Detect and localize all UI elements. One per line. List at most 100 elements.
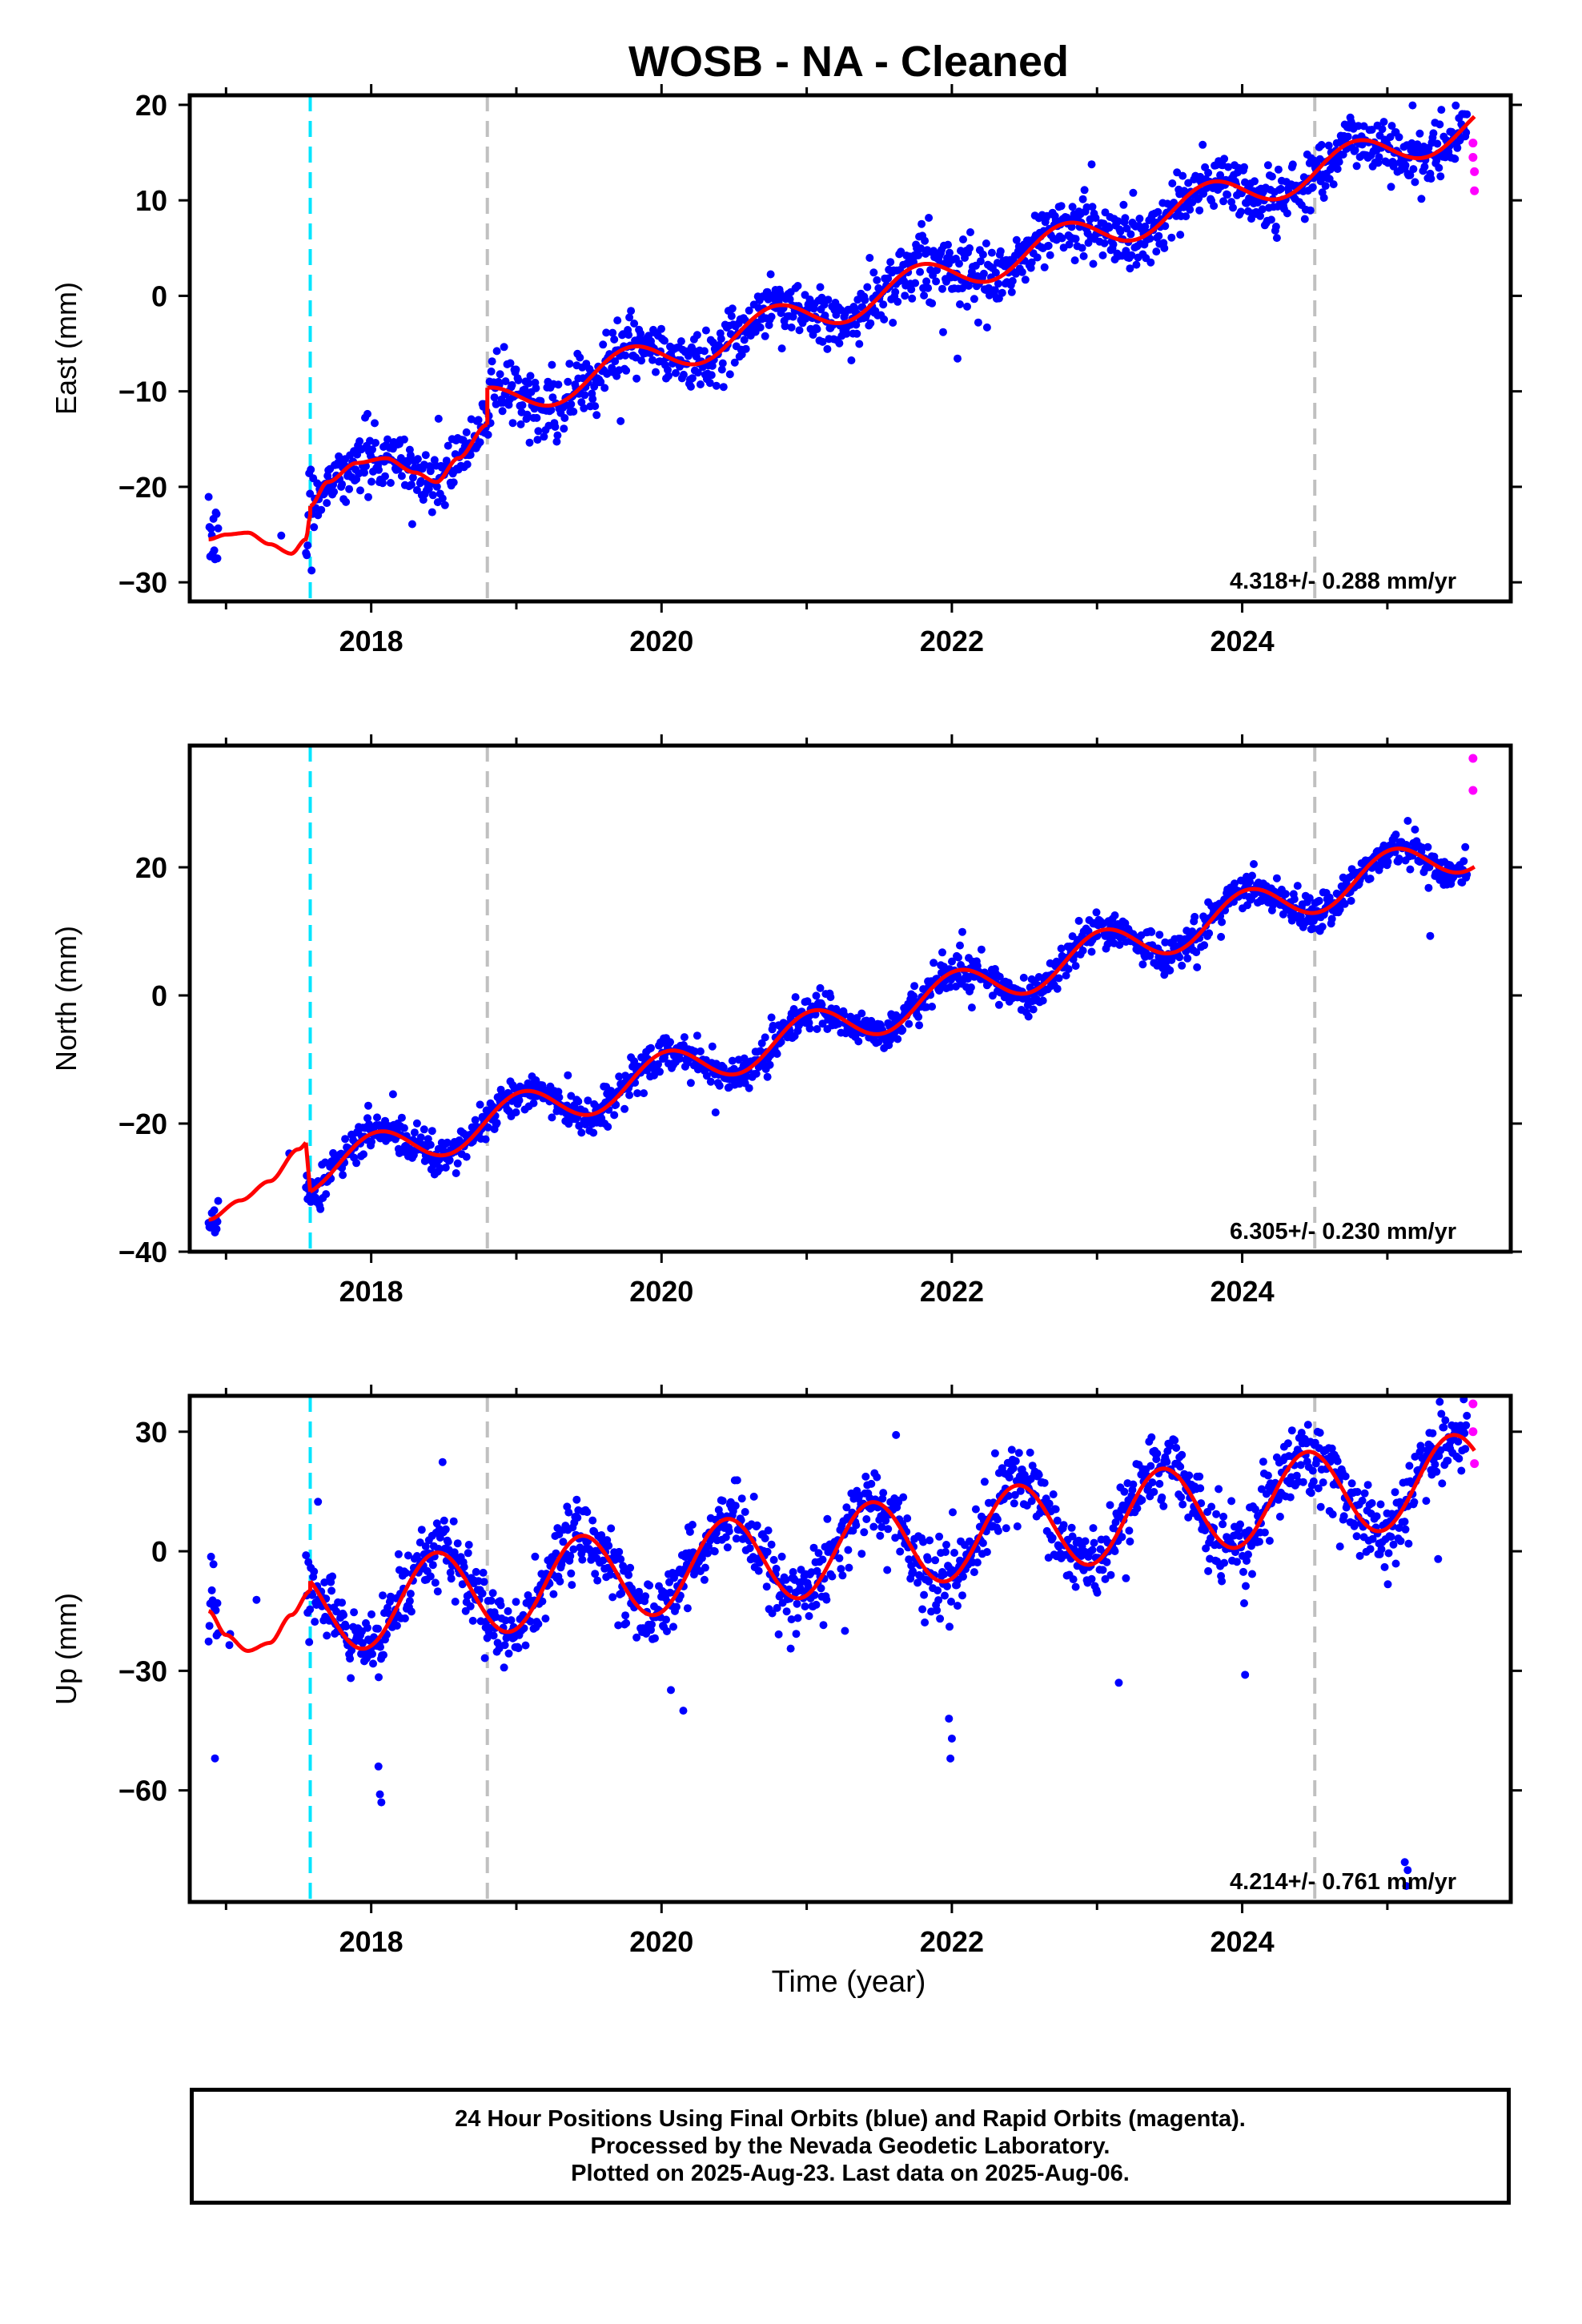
final-orbit-point — [1223, 191, 1232, 199]
y-axis-label: East (mm) — [50, 282, 82, 415]
final-orbit-point — [483, 1634, 492, 1642]
final-orbit-point — [327, 1586, 336, 1595]
final-orbit-point — [489, 1631, 498, 1640]
final-orbit-point — [1463, 1411, 1472, 1420]
final-orbit-point — [1267, 215, 1275, 224]
final-orbit-point — [525, 438, 534, 447]
final-orbit-point — [1352, 1532, 1361, 1541]
final-orbit-point — [338, 1598, 347, 1607]
final-orbit-point — [662, 1615, 670, 1624]
final-orbit-point — [381, 472, 389, 480]
final-orbit-point — [408, 520, 416, 529]
final-orbit-point — [1018, 267, 1026, 276]
final-orbit-point — [492, 347, 501, 356]
final-orbit-point — [1176, 231, 1185, 239]
final-orbit-point — [1220, 1558, 1229, 1567]
final-orbit-point — [789, 1568, 797, 1576]
final-orbit-point — [1088, 1546, 1097, 1554]
final-orbit-point — [568, 1581, 576, 1590]
final-orbit-point — [347, 1674, 355, 1683]
final-orbit-point — [476, 438, 484, 447]
final-orbit-point — [753, 1521, 761, 1530]
final-orbit-point — [745, 1084, 753, 1092]
final-orbit-outlier — [1403, 1866, 1412, 1875]
final-orbit-point — [1147, 1433, 1156, 1441]
final-orbit-point — [1333, 1457, 1342, 1466]
final-orbit-point — [869, 1522, 878, 1531]
final-orbit-point — [360, 468, 368, 477]
final-orbit-point — [323, 499, 331, 508]
final-orbit-point — [1308, 1466, 1317, 1475]
final-orbit-point — [711, 1108, 720, 1117]
final-orbit-point — [954, 953, 962, 962]
final-orbit-point — [1283, 1439, 1292, 1448]
final-orbit-point — [944, 240, 952, 249]
final-orbit-point — [416, 1538, 424, 1547]
final-orbit-point — [552, 1549, 560, 1558]
final-orbit-point — [205, 1622, 214, 1630]
final-orbit-point — [352, 1159, 361, 1168]
final-orbit-point — [374, 1624, 382, 1633]
final-orbit-point — [613, 316, 622, 325]
final-orbit-point — [1462, 128, 1471, 137]
final-orbit-point — [625, 1091, 634, 1100]
final-orbit-point — [1433, 139, 1442, 148]
final-orbit-point — [915, 1021, 924, 1030]
final-orbit-point — [737, 1494, 746, 1503]
final-orbit-point — [1239, 1567, 1247, 1576]
final-orbit-point — [578, 1555, 587, 1564]
final-orbit-point — [1087, 1574, 1096, 1583]
final-orbit-point — [1178, 171, 1187, 180]
final-orbit-point — [403, 459, 412, 467]
final-orbit-point — [1062, 971, 1070, 980]
final-orbit-point — [440, 1516, 448, 1525]
final-orbit-point — [942, 1548, 950, 1556]
final-orbit-point — [368, 1650, 376, 1659]
final-orbit-point — [512, 1108, 520, 1116]
final-orbit-point — [364, 493, 372, 501]
final-orbit-point — [1034, 973, 1043, 981]
final-orbit-point — [787, 1615, 796, 1624]
final-orbit-point — [323, 1631, 331, 1640]
y-tick-label: 0 — [151, 979, 167, 1012]
final-orbit-point — [1327, 1444, 1336, 1453]
x-tick-label: 2020 — [629, 1925, 693, 1958]
final-orbit-point — [828, 1572, 837, 1581]
final-orbit-point — [910, 982, 919, 991]
final-orbit-point — [741, 1508, 749, 1516]
final-orbit-point — [789, 312, 797, 321]
final-orbit-point — [1153, 1449, 1162, 1458]
final-orbit-point — [1016, 1486, 1025, 1495]
final-orbit-point — [905, 1555, 913, 1564]
final-orbit-point — [484, 1123, 492, 1132]
final-orbit-point — [728, 1056, 737, 1065]
final-orbit-point — [640, 1089, 648, 1098]
final-orbit-point — [1296, 1461, 1305, 1470]
final-orbit-point — [1287, 1426, 1296, 1435]
final-orbit-point — [1328, 1510, 1337, 1518]
final-orbit-point — [369, 1659, 377, 1668]
final-orbit-point — [624, 331, 633, 340]
final-orbit-point — [966, 983, 975, 991]
final-orbit-point — [1411, 825, 1419, 834]
final-orbit-point — [1377, 1545, 1386, 1554]
footer-box: 24 Hour Positions Using Final Orbits (bl… — [190, 2088, 1511, 2205]
final-orbit-point — [1276, 184, 1285, 193]
final-orbit-point — [394, 1550, 403, 1558]
rapid-orbit-point — [1468, 1399, 1478, 1409]
final-orbit-point — [1038, 996, 1047, 1005]
final-orbit-point — [438, 494, 447, 503]
final-orbit-point — [719, 383, 728, 392]
x-tick-label: 2022 — [920, 1275, 984, 1308]
final-orbit-point — [1040, 1478, 1049, 1487]
x-tick-label: 2018 — [339, 1275, 404, 1308]
final-orbit-point — [1384, 1549, 1393, 1558]
final-orbit-point — [1229, 203, 1237, 212]
final-orbit-point — [1216, 171, 1225, 179]
final-orbit-point — [922, 277, 931, 286]
plot-area — [204, 1396, 1480, 1902]
final-orbit-point — [967, 1003, 976, 1012]
final-orbit-point — [755, 1558, 764, 1567]
velocity-label: 4.214+/- 0.761 mm/yr — [1230, 1869, 1456, 1895]
